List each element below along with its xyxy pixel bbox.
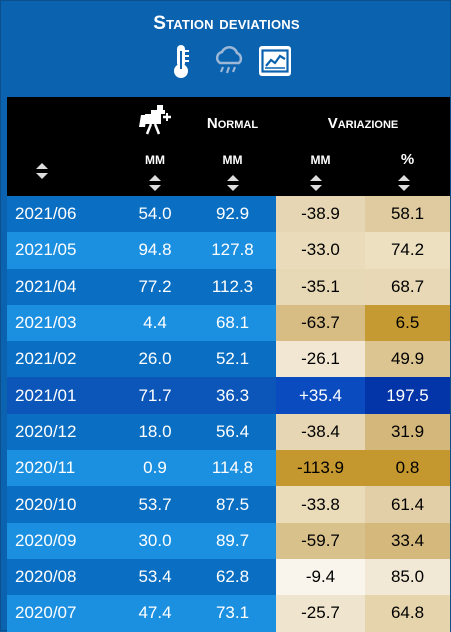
table-row[interactable]: 2020/12 18.0 56.4 -38.4 31.9 <box>7 413 450 451</box>
table-row[interactable]: 2020/07 47.4 73.1 -25.7 64.8 <box>7 595 450 632</box>
row-variation-mm: -35.1 <box>276 268 365 305</box>
row-date: 2021/05 <box>7 232 121 269</box>
table-row[interactable]: 2021/01 71.7 36.3 +35.4 197.5 <box>7 377 450 414</box>
panel-title: Station deviations <box>153 13 300 34</box>
row-variation-mm: +35.4 <box>276 377 365 414</box>
row-mm: 94.8 <box>121 232 189 269</box>
row-normal: 56.4 <box>189 413 276 451</box>
row-variation-mm: -63.7 <box>276 304 365 342</box>
table-row[interactable]: 2020/08 53.4 62.8 -9.4 85.0 <box>7 558 450 596</box>
row-variation-mm: -33.8 <box>276 486 365 523</box>
row-mm: 53.7 <box>121 486 189 523</box>
row-date: 2020/09 <box>7 522 121 559</box>
row-variation-pct: 31.9 <box>365 413 450 451</box>
row-date: 2020/10 <box>7 486 121 523</box>
row-normal: 62.8 <box>189 558 276 596</box>
row-variation-mm: -38.4 <box>276 413 365 451</box>
normal-column-header: Normal <box>206 115 259 132</box>
unit-mm-label: MM <box>145 153 165 167</box>
row-variation-mm: -25.7 <box>276 595 365 632</box>
row-variation-mm: -26.1 <box>276 341 365 378</box>
row-variation-mm: -33.0 <box>276 232 365 269</box>
table-row[interactable]: 2021/03 4.4 68.1 -63.7 6.5 <box>7 304 450 342</box>
row-date: 2021/03 <box>7 304 121 342</box>
deviation-table-body: 2021/06 54.0 92.9 -38.9 58.1 2021/05 94.8 127.8… <box>7 196 450 632</box>
row-variation-mm: -9.4 <box>276 558 365 596</box>
chart-icon[interactable] <box>258 46 291 76</box>
row-mm: 54.0 <box>121 196 189 233</box>
row-normal: 112.3 <box>189 268 276 305</box>
row-mm: 30.0 <box>121 522 189 559</box>
row-normal: 92.9 <box>189 196 276 233</box>
row-normal: 89.7 <box>189 522 276 559</box>
row-mm: 53.4 <box>121 558 189 596</box>
sort-var-icon[interactable] <box>309 174 323 192</box>
table-row[interactable]: 2020/10 53.7 87.5 -33.8 61.4 <box>7 486 450 523</box>
row-mm: 71.7 <box>121 377 189 414</box>
row-mm: 26.0 <box>121 341 189 378</box>
table-row[interactable]: 2021/02 26.0 52.1 -26.1 49.9 <box>7 341 450 378</box>
row-variation-pct: 64.8 <box>365 595 450 632</box>
thermometer-icon[interactable] <box>163 43 199 79</box>
row-mm: 47.4 <box>121 595 189 632</box>
row-normal: 87.5 <box>189 486 276 523</box>
row-variation-mm: -38.9 <box>276 196 365 233</box>
table-row[interactable]: 2020/09 30.0 89.7 -59.7 33.4 <box>7 522 450 559</box>
variazione-column-header: Variazione <box>327 115 399 132</box>
sort-mm-icon[interactable] <box>148 174 162 192</box>
row-date: 2020/12 <box>7 413 121 451</box>
row-variation-pct: 33.4 <box>365 522 450 559</box>
sort-normal-icon[interactable] <box>226 174 240 192</box>
sort-pct-icon[interactable] <box>397 174 411 192</box>
row-date: 2020/07 <box>7 595 121 632</box>
row-variation-pct: 61.4 <box>365 486 450 523</box>
row-mm: 0.9 <box>121 450 189 487</box>
table-row[interactable]: 2021/06 54.0 92.9 -38.9 58.1 <box>7 196 450 233</box>
row-normal: 68.1 <box>189 304 276 342</box>
unit-normal-label: MM <box>222 153 243 167</box>
row-date: 2021/06 <box>7 196 121 233</box>
row-date: 2021/01 <box>7 377 121 414</box>
rain-cloud-icon[interactable] <box>211 43 247 79</box>
unit-pct-label: % <box>400 151 415 168</box>
row-normal: 52.1 <box>189 341 276 378</box>
row-date: 2021/02 <box>7 341 121 378</box>
row-normal: 127.8 <box>189 232 276 269</box>
row-variation-pct: 68.7 <box>365 268 450 305</box>
row-variation-pct: 85.0 <box>365 558 450 596</box>
row-normal: 73.1 <box>189 595 276 632</box>
row-variation-pct: 197.5 <box>365 377 450 414</box>
row-date: 2020/08 <box>7 558 121 596</box>
table-row[interactable]: 2020/11 0.9 114.8 -113.9 0.8 <box>7 450 450 487</box>
row-mm: 18.0 <box>121 413 189 451</box>
unit-var-label: MM <box>310 153 331 167</box>
table-row[interactable]: 2021/04 77.2 112.3 -35.1 68.7 <box>7 268 450 305</box>
row-variation-mm: -59.7 <box>276 522 365 559</box>
view-switcher <box>1 41 451 81</box>
row-variation-pct: 58.1 <box>365 196 450 233</box>
row-date: 2021/04 <box>7 268 121 305</box>
table-header: MM Normal MM Variazione MM % <box>7 97 450 196</box>
row-normal: 114.8 <box>189 450 276 487</box>
row-variation-mm: -113.9 <box>276 450 365 487</box>
row-mm: 4.4 <box>121 304 189 342</box>
row-variation-pct: 6.5 <box>365 304 450 342</box>
row-variation-pct: 74.2 <box>365 232 450 269</box>
row-variation-pct: 49.9 <box>365 341 450 378</box>
row-variation-pct: 0.8 <box>365 450 450 487</box>
row-normal: 36.3 <box>189 377 276 414</box>
table-row[interactable]: 2021/05 94.8 127.8 -33.0 74.2 <box>7 232 450 269</box>
row-mm: 77.2 <box>121 268 189 305</box>
station-icon <box>121 103 189 140</box>
row-date: 2020/11 <box>7 450 121 487</box>
sort-date-icon[interactable] <box>35 162 49 180</box>
